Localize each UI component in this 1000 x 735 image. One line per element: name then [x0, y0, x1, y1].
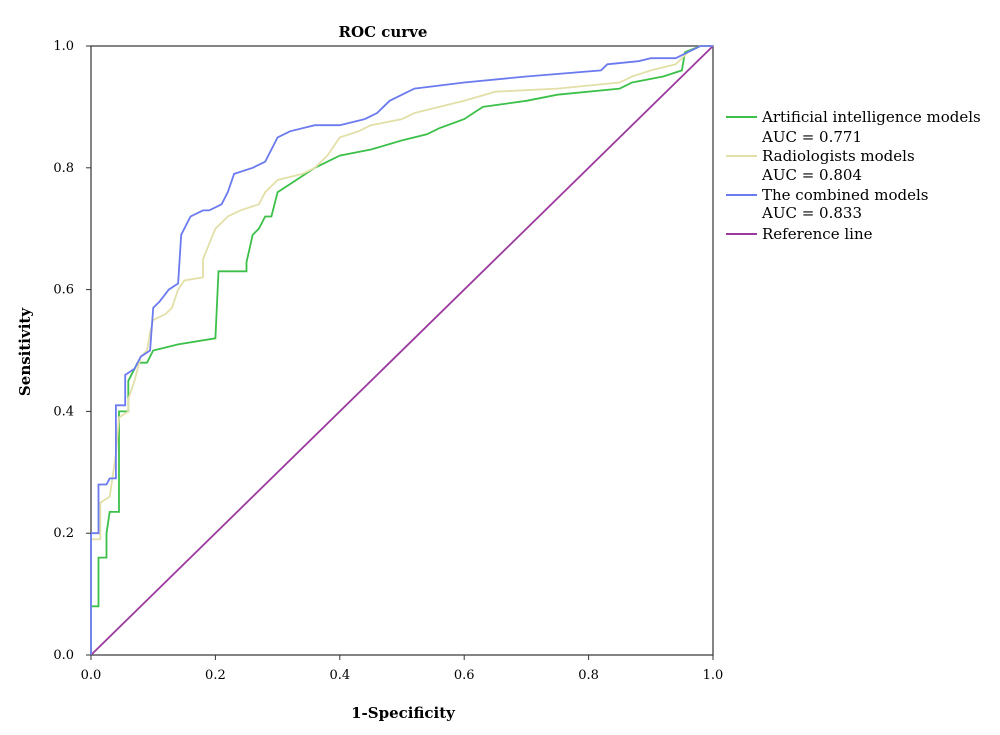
legend: Artificial intelligence models AUC = 0.77…	[726, 108, 981, 243]
y-tick-label: 0.6	[53, 283, 74, 298]
legend-auc-the-combined-models: AUC = 0.833	[761, 204, 862, 222]
y-axis-ticks: 0.0 0.2 0.4 0.6 0.8 1.0	[53, 39, 91, 663]
x-axis-title: 1-Specificity	[351, 704, 456, 722]
legend-label-artificial-intelligence-models: Artificial intelligence models	[761, 108, 981, 126]
series-layer	[90, 45, 714, 656]
x-tick-label: 0.4	[329, 668, 350, 683]
x-tick-label: 0.6	[454, 668, 475, 683]
series-line-the-combined-models	[90, 45, 713, 655]
series-line-radiologists-models	[90, 45, 713, 655]
chart-title: ROC curve	[339, 23, 428, 41]
y-tick-label: 0.0	[53, 648, 74, 663]
y-tick-label: 1.0	[53, 39, 74, 54]
y-tick-label: 0.2	[53, 526, 74, 541]
x-tick-label: 0.8	[578, 668, 599, 683]
x-axis-ticks: 0.0 0.2 0.4 0.6 0.8 1.0	[81, 655, 724, 683]
y-tick-label: 0.4	[53, 404, 74, 419]
y-axis-title: Sensitivity	[16, 307, 34, 396]
legend-label-radiologists-models: Radiologists models	[762, 147, 915, 165]
legend-auc-artificial-intelligence-models: AUC = 0.771	[761, 128, 862, 146]
series-line-reference-line	[90, 45, 714, 656]
x-tick-label: 0.2	[205, 668, 226, 683]
y-tick-label: 0.8	[53, 161, 74, 176]
series-line-artificial-intelligence-models	[90, 45, 713, 655]
legend-label-reference-line: Reference line	[762, 225, 873, 243]
plot-area-frame	[90, 45, 714, 656]
legend-auc-radiologists-models: AUC = 0.804	[761, 166, 862, 184]
legend-label-the-combined-models: The combined models	[762, 186, 929, 204]
x-tick-label: 0.0	[81, 668, 102, 683]
x-tick-label: 1.0	[703, 668, 724, 683]
